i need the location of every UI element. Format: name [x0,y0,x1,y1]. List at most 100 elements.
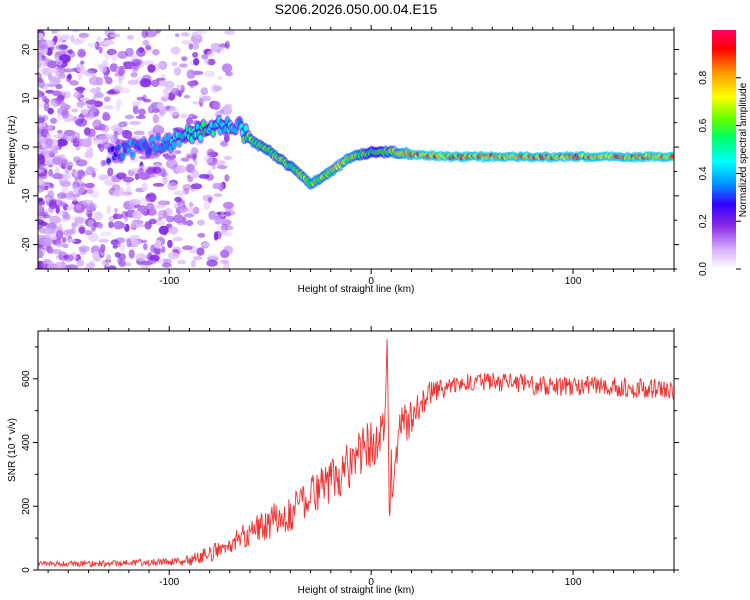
spectrogram-noise-blob [200,87,209,96]
spectrogram-noise-blob [212,182,221,190]
spectrogram-noise-blob [181,245,193,251]
spectrogram-noise-blob [174,165,187,174]
spectrogram-noise-blob [98,46,103,54]
spectrogram-noise-blob [191,31,198,37]
spectrogram-noise-blob [72,136,80,146]
spectrogram-noise-blob [135,253,147,262]
spectrogram-noise-blob [46,145,51,149]
spectrogram-noise-blob [163,258,173,264]
spectrogram-noise-blob [193,58,200,66]
spectrogram-noise-blob [220,229,228,235]
x-tick-label: -100 [159,276,179,287]
spectrogram-noise-blob [203,201,211,210]
spectrogram-noise-blob [115,103,121,113]
spectrogram-noise-blob [88,75,100,86]
spectrogram-noise-blob [72,193,81,198]
spectrogram-noise-blob [190,147,199,156]
spectrogram-noise-blob [88,232,99,242]
spectrogram-noise-blob [98,123,106,131]
spectrogram-noise-blob [103,96,111,102]
spectrogram-noise-blob [54,30,60,34]
spectrogram-noise-blob [220,219,232,227]
spectrogram-noise-blob [71,67,77,72]
spectrogram-noise-blob [192,206,200,215]
spectrogram-noise-blob [67,49,74,54]
spectrogram-noise-blob [121,191,133,196]
spectrogram-noise-blob [83,127,91,136]
spectrogram-noise-blob [193,256,203,261]
spectrogram-noise-blob [141,239,148,244]
spectrogram-noise-blob [48,168,53,177]
colorbar-tick-label: 0.6 [698,118,709,132]
spectrogram-noise-blob [62,211,70,220]
spectrogram-ridge-core [116,144,121,151]
snr-frame [37,330,675,571]
spectrogram-noise-blob [157,101,164,111]
spectrogram-noise-blob [181,40,192,45]
spectrogram-noise-blob [49,81,54,86]
spectrogram-noise-blob [161,262,172,268]
spectrogram-noise-blob [71,222,78,227]
y-tick-label: -20 [21,237,32,252]
spectrogram-noise-blob [135,115,146,120]
spectrogram-noise-blob [154,239,162,249]
spectrogram-noise-blob [38,128,42,134]
spectrogram-noise-blob [152,114,159,124]
spectrogram-noise-blob [56,138,68,147]
spectrogram-noise-blob [167,252,180,260]
spectrogram-noise-blob [57,192,67,200]
spectrogram-noise-blob [106,254,111,261]
colorbar-label: Normalized spectral amplitude [738,82,749,217]
spectrogram-noise-blob [38,184,45,193]
spectrogram-noise-blob [63,229,73,238]
spectrogram-noise-blob [49,215,61,224]
spectrogram-noise-blob [68,238,76,243]
spectrogram-noise-blob [131,58,142,66]
spectrogram-noise-blob [192,51,199,58]
spectrogram-noise-blob [71,30,80,33]
spectrogram-noise-blob [191,115,198,120]
spectrogram-noise-blob [70,138,78,144]
spectrogram-noise-blob [190,183,203,190]
y-tick-label: 600 [21,370,32,387]
spectrogram-noise-blob [75,159,88,167]
spectrogram-noise-blob [71,108,79,113]
spectrogram-noise-blob [42,227,55,235]
spectrogram-noise-blob [122,130,133,139]
spectrogram-noise-blob [75,118,88,127]
snr-series-line [38,338,674,569]
spectrogram-noise-blob [85,99,97,105]
spectrogram-noise-blob [141,261,153,266]
spectrogram-noise-blob [111,124,123,132]
spectrogram-noise-blob [224,40,230,50]
spectrogram-noise-blob [168,106,180,116]
spectrogram-noise-blob [206,259,218,267]
spectrogram-noise-blob [84,230,93,236]
spectrogram-noise-blob [100,244,106,253]
spectrogram-noise-blob [80,109,91,118]
colorbar-gradient [712,30,736,269]
spectrogram-noise-blob [118,121,127,128]
spectrogram-noise-blob [55,83,63,90]
spectrogram-noise-blob [130,72,138,78]
spectrogram-noise-blob [80,138,92,148]
spectrogram-noise-blob [38,250,44,259]
spectrogram-noise-blob [38,122,46,128]
spectrogram-noise-blob [97,222,104,229]
spectrogram-noise-blob [157,217,163,222]
spectrogram-noise-blob [167,239,173,249]
spectrogram-noise-blob [186,117,193,125]
spectrogram-noise-blob [154,30,162,34]
spectrogram-noise-blob [83,113,96,118]
snr-ticks: -100 0 100 0 200 400 600 [21,326,679,588]
spectrogram-noise-blob [68,190,74,198]
spectrogram-noise-blob [53,154,61,160]
spectrogram-noise-blob [70,35,75,43]
spectrogram-noise-blob [119,244,126,252]
spectrogram-noise-blob [174,196,182,203]
spectrogram-noise-blob [161,246,166,253]
spectrogram-noise-blob [56,230,64,237]
spectrogram-noise-blob [206,170,212,175]
spectrogram-noise-blob [67,161,74,168]
